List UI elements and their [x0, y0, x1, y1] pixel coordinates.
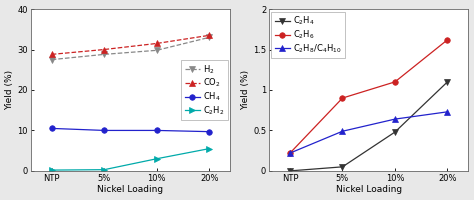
C$_2$H$_6$	[445, 39, 450, 41]
C$_2$H$_4$	[445, 81, 450, 83]
C$_2$H$_2$	[154, 158, 160, 160]
C$_2$H$_2$	[101, 168, 107, 171]
Line: CO$_2$: CO$_2$	[49, 33, 212, 57]
Y-axis label: Yield (%): Yield (%)	[241, 70, 250, 110]
H$_2$	[101, 53, 107, 56]
H$_2$	[154, 49, 160, 52]
CO$_2$	[154, 42, 160, 45]
C$_2$H$_4$	[340, 166, 346, 168]
Legend: C$_2$H$_4$, C$_2$H$_6$, C$_2$H$_8$/C$_4$H$_{10}$: C$_2$H$_4$, C$_2$H$_6$, C$_2$H$_8$/C$_4$…	[272, 12, 345, 58]
H$_2$	[49, 58, 55, 61]
Line: C$_2$H$_6$: C$_2$H$_6$	[287, 37, 450, 156]
CH$_4$	[101, 129, 107, 132]
CO$_2$	[206, 34, 212, 37]
CH$_4$	[206, 130, 212, 133]
C$_2$H$_8$/C$_4$H$_{10}$	[287, 152, 293, 154]
C$_2$H$_2$	[49, 169, 55, 171]
Line: C$_2$H$_4$: C$_2$H$_4$	[287, 79, 450, 174]
C$_2$H$_4$	[392, 131, 398, 133]
Line: H$_2$: H$_2$	[49, 35, 212, 62]
H$_2$	[206, 36, 212, 39]
Line: C$_2$H$_2$: C$_2$H$_2$	[49, 146, 212, 173]
Y-axis label: Yield (%): Yield (%)	[6, 70, 15, 110]
CO$_2$	[101, 48, 107, 51]
C$_2$H$_2$	[206, 147, 212, 150]
C$_2$H$_4$	[287, 170, 293, 172]
X-axis label: Nickel Loading: Nickel Loading	[336, 185, 402, 194]
C$_2$H$_6$	[340, 97, 346, 99]
Line: C$_2$H$_8$/C$_4$H$_{10}$: C$_2$H$_8$/C$_4$H$_{10}$	[287, 109, 450, 156]
CH$_4$	[49, 127, 55, 130]
C$_2$H$_8$/C$_4$H$_{10}$	[392, 118, 398, 120]
X-axis label: Nickel Loading: Nickel Loading	[97, 185, 164, 194]
C$_2$H$_8$/C$_4$H$_{10}$	[340, 130, 346, 132]
C$_2$H$_8$/C$_4$H$_{10}$	[445, 111, 450, 113]
Legend: H$_2$, CO$_2$, CH$_4$, C$_2$H$_2$: H$_2$, CO$_2$, CH$_4$, C$_2$H$_2$	[181, 60, 228, 120]
Line: CH$_4$: CH$_4$	[49, 126, 212, 134]
CO$_2$	[49, 53, 55, 56]
CH$_4$	[154, 129, 160, 132]
C$_2$H$_6$	[392, 81, 398, 83]
C$_2$H$_6$	[287, 152, 293, 154]
